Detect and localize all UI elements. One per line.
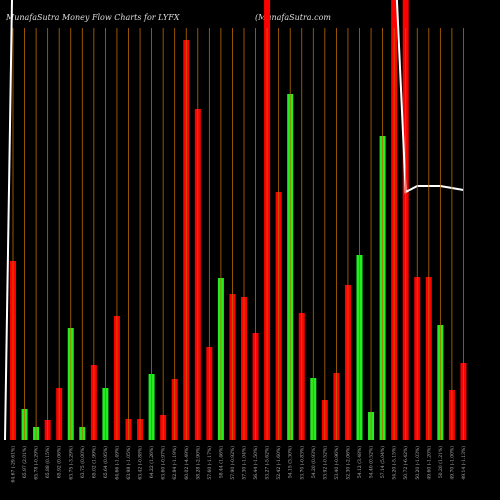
x-tick-label: 60.02 (-4.49%) xyxy=(183,446,190,480)
x-tick-label: 65.92 (0.06%) xyxy=(56,446,63,478)
x-tick-label: 54.15 (3.30%) xyxy=(287,446,294,478)
x-tick-label: 63.98 (-1.05%) xyxy=(125,446,132,480)
x-tick-label: 54.12 (3.48%) xyxy=(356,446,363,478)
x-tick-label: 50.20 (1.21%) xyxy=(437,446,444,478)
x-tick-label: 58.44 (1.46%) xyxy=(217,446,224,478)
x-tick-label: 62.84 (-1.19%) xyxy=(171,446,178,480)
x-tick-label: 56.44 (-1.50%) xyxy=(252,446,259,480)
x-tick-label: 57.14 (5.04%) xyxy=(379,446,386,478)
x-tick-label: 52.30 (-2.06%) xyxy=(344,446,351,480)
x-tick-label: 54.20 (-5.15%) xyxy=(391,446,398,480)
x-tick-label: 49.70 (-1.00%) xyxy=(448,446,455,480)
line-left xyxy=(4,0,13,441)
chart-subtitle: (MunafaSutra.com xyxy=(255,13,331,22)
x-tick-label: 57.30 (-1.04%) xyxy=(241,446,248,480)
x-tick-label: 65.64 (0.95%) xyxy=(102,446,109,478)
x-tick-label: 53.40 (-0.96%) xyxy=(333,446,340,480)
x-tick-label: 63.75 (0.00%) xyxy=(79,446,86,478)
chart-title: MunafaSutra Money Flow Charts for LYFX xyxy=(5,13,180,22)
x-tick-label: 64.67 (-29.61%) xyxy=(10,446,17,483)
x-tick-label: 50.72 (-6.42%) xyxy=(402,446,409,480)
x-tick-label: 65.88 (0.15%) xyxy=(44,446,51,478)
x-tick-label: 65.78 (-0.29%) xyxy=(33,446,40,480)
x-tick-label: 49.60 (-1.20%) xyxy=(425,446,432,480)
x-tick-label: 54.20 (0.93%) xyxy=(310,446,317,478)
x-tick-label: 53.27 (-5.62%) xyxy=(264,446,271,480)
x-tick-label: 53.92 (-0.52%) xyxy=(321,446,328,480)
x-tick-label: 65.02 (1.99%) xyxy=(90,446,97,478)
x-tick-label: 57.60 (-1.17%) xyxy=(206,446,213,480)
x-tick-label: 57.90 (-0.92%) xyxy=(229,446,236,480)
x-tick-label: 64.22 (1.26%) xyxy=(148,446,155,478)
x-tick-label: 65.97 (2.01%) xyxy=(21,446,28,478)
x-tick-label: 63.75 (-3.29%) xyxy=(67,446,74,480)
x-tick-label: 49.14 (-1.13%) xyxy=(460,446,467,480)
x-tick-label: 58.28 (-2.90%) xyxy=(194,446,201,480)
x-tick-label: 64.66 (-1.49%) xyxy=(113,446,120,480)
x-tick-label: 63.60 (-0.97%) xyxy=(160,446,167,480)
x-tick-label: 50.20 (-1.03%) xyxy=(414,446,421,480)
x-tick-label: 63.42 (-0.88%) xyxy=(137,446,144,480)
x-tick-label: 53.70 (-0.83%) xyxy=(298,446,305,480)
x-tick-label: 52.42 (-1.60%) xyxy=(275,446,282,480)
x-tick-label: 54.40 (0.52%) xyxy=(368,446,375,478)
